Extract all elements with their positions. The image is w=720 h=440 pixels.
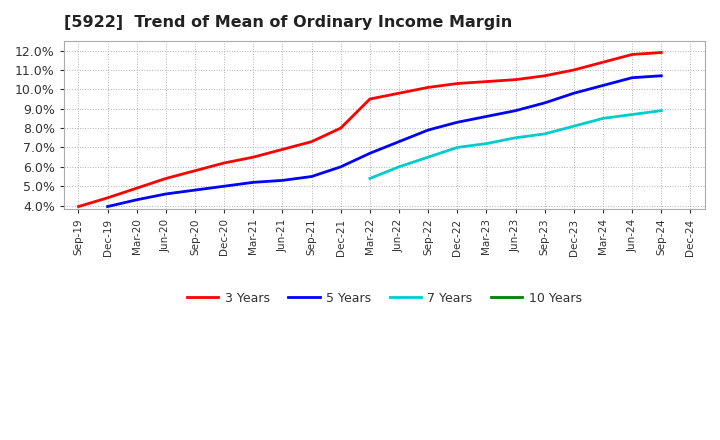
5 Years xyxy=(336,164,345,169)
7 Years xyxy=(511,135,520,140)
5 Years xyxy=(103,204,112,209)
5 Years xyxy=(482,114,491,119)
5 Years xyxy=(628,75,636,81)
5 Years xyxy=(395,139,403,144)
3 Years xyxy=(132,186,141,191)
5 Years xyxy=(570,91,578,96)
3 Years xyxy=(336,125,345,131)
7 Years xyxy=(570,124,578,129)
5 Years xyxy=(132,197,141,202)
3 Years xyxy=(220,160,228,165)
5 Years xyxy=(424,127,433,132)
3 Years xyxy=(424,85,433,90)
7 Years xyxy=(482,141,491,146)
3 Years xyxy=(482,79,491,84)
7 Years xyxy=(599,116,608,121)
Text: [5922]  Trend of Mean of Ordinary Income Margin: [5922] Trend of Mean of Ordinary Income … xyxy=(64,15,512,30)
3 Years xyxy=(278,147,287,152)
3 Years xyxy=(657,50,665,55)
3 Years xyxy=(599,59,608,65)
5 Years xyxy=(278,178,287,183)
5 Years xyxy=(453,120,462,125)
Line: 3 Years: 3 Years xyxy=(78,52,661,206)
Line: 5 Years: 5 Years xyxy=(107,76,661,206)
5 Years xyxy=(220,183,228,189)
7 Years xyxy=(657,108,665,113)
7 Years xyxy=(395,164,403,169)
3 Years xyxy=(103,195,112,201)
5 Years xyxy=(307,174,316,179)
3 Years xyxy=(453,81,462,86)
Line: 7 Years: 7 Years xyxy=(370,110,661,179)
3 Years xyxy=(366,96,374,102)
7 Years xyxy=(541,131,549,136)
5 Years xyxy=(366,150,374,156)
7 Years xyxy=(424,154,433,160)
5 Years xyxy=(599,83,608,88)
3 Years xyxy=(249,154,258,160)
3 Years xyxy=(511,77,520,82)
3 Years xyxy=(191,168,199,173)
Legend: 3 Years, 5 Years, 7 Years, 10 Years: 3 Years, 5 Years, 7 Years, 10 Years xyxy=(182,286,587,309)
3 Years xyxy=(628,52,636,57)
3 Years xyxy=(74,204,83,209)
5 Years xyxy=(541,100,549,106)
7 Years xyxy=(366,176,374,181)
3 Years xyxy=(395,91,403,96)
3 Years xyxy=(307,139,316,144)
7 Years xyxy=(453,145,462,150)
5 Years xyxy=(249,180,258,185)
3 Years xyxy=(570,67,578,73)
5 Years xyxy=(511,108,520,113)
3 Years xyxy=(541,73,549,78)
5 Years xyxy=(657,73,665,78)
5 Years xyxy=(191,187,199,193)
7 Years xyxy=(628,112,636,117)
5 Years xyxy=(161,191,170,197)
3 Years xyxy=(161,176,170,181)
